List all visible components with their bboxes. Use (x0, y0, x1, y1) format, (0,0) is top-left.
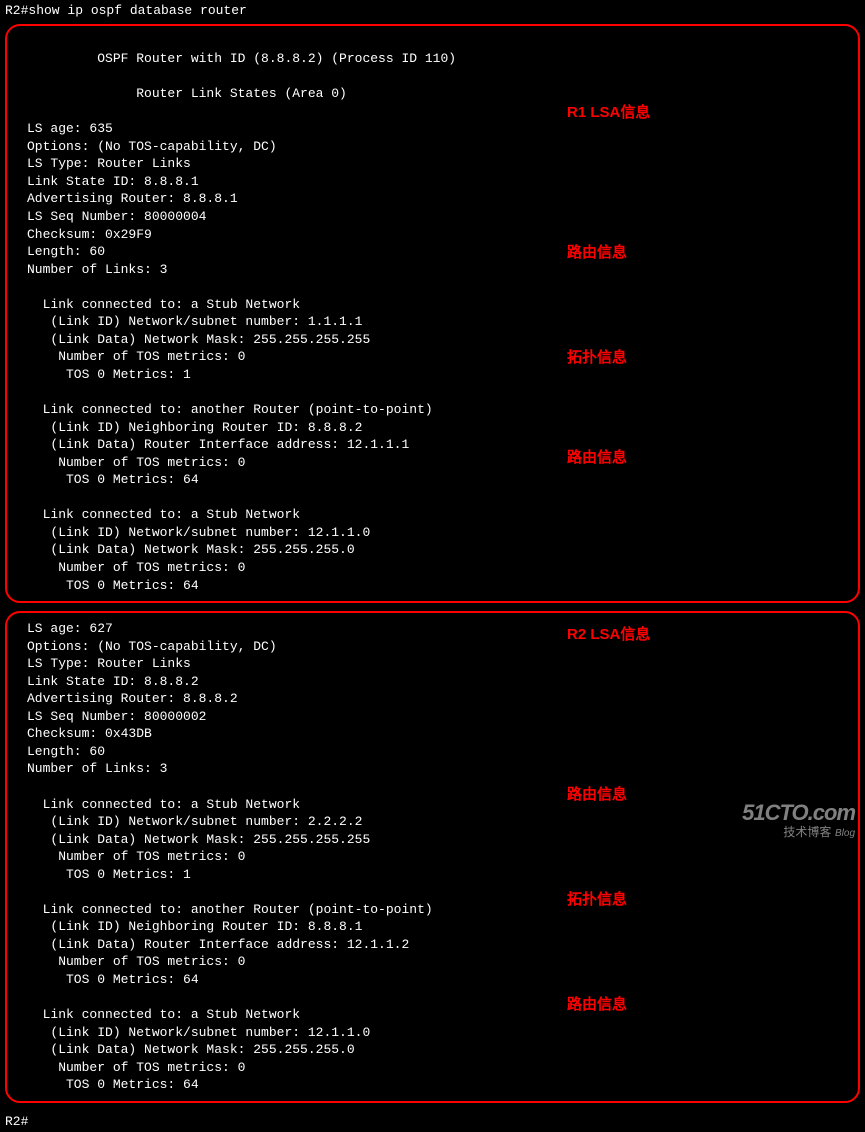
link3-data: (Link Data) Network Mask: 255.255.255.0 (27, 542, 355, 557)
link2-id-2: (Link ID) Neighboring Router ID: 8.8.8.1 (27, 919, 362, 934)
ls-length: Length: 60 (27, 244, 105, 259)
annotation-topo1: 拓扑信息 (567, 346, 627, 367)
link1-tos: Number of TOS metrics: 0 (27, 349, 245, 364)
ls-age: LS age: 635 (27, 121, 113, 136)
link3-id-2: (Link ID) Network/subnet number: 12.1.1.… (27, 1025, 370, 1040)
link3-header: Link connected to: a Stub Network (27, 507, 300, 522)
ls-age-2: LS age: 627 (27, 621, 113, 636)
link2-data-2: (Link Data) Router Interface address: 12… (27, 937, 409, 952)
link2-data: (Link Data) Router Interface address: 12… (27, 437, 409, 452)
lsa-box-r2: R2 LSA信息 路由信息 拓扑信息 路由信息 LS age: 627 Opti… (5, 611, 860, 1103)
annotation-route3: 路由信息 (567, 783, 627, 804)
ls-options-2: Options: (No TOS-capability, DC) (27, 639, 277, 654)
ospf-header: OSPF Router with ID (8.8.8.2) (Process I… (27, 51, 456, 66)
link2-header: Link connected to: another Router (point… (27, 402, 433, 417)
link3-tos: Number of TOS metrics: 0 (27, 560, 245, 575)
link2-id: (Link ID) Neighboring Router ID: 8.8.8.2 (27, 420, 362, 435)
watermark: 51CTO.com 技术博客 Blog (742, 801, 855, 839)
adv-router-2: Advertising Router: 8.8.8.2 (27, 691, 238, 706)
ls-type: LS Type: Router Links (27, 156, 191, 171)
link3-metric: TOS 0 Metrics: 64 (27, 578, 199, 593)
link1-data: (Link Data) Network Mask: 255.255.255.25… (27, 332, 370, 347)
annotation-r2-lsa: R2 LSA信息 (567, 623, 650, 644)
link2-metric-2: TOS 0 Metrics: 64 (27, 972, 199, 987)
link3-id: (Link ID) Network/subnet number: 12.1.1.… (27, 525, 370, 540)
ls-length-2: Length: 60 (27, 744, 105, 759)
terminal-output-box2: LS age: 627 Options: (No TOS-capability,… (22, 618, 858, 1096)
link1-id: (Link ID) Network/subnet number: 1.1.1.1 (27, 314, 362, 329)
ls-id-2: Link State ID: 8.8.8.2 (27, 674, 199, 689)
link2-tos: Number of TOS metrics: 0 (27, 455, 245, 470)
annotation-route2: 路由信息 (567, 446, 627, 467)
link1-header: Link connected to: a Stub Network (27, 297, 300, 312)
command-line: R2#show ip ospf database router (0, 0, 865, 22)
prompt-end[interactable]: R2# (0, 1111, 865, 1132)
watermark-sub: 技术博客 (783, 825, 831, 839)
link2-metric: TOS 0 Metrics: 64 (27, 472, 199, 487)
watermark-brand: 51CTO.com (742, 801, 855, 825)
annotation-r1-lsa: R1 LSA信息 (567, 101, 650, 122)
ls-type-2: LS Type: Router Links (27, 656, 191, 671)
annotation-topo2: 拓扑信息 (567, 888, 627, 909)
link3-header-2: Link connected to: a Stub Network (27, 1007, 300, 1022)
link2-tos-2: Number of TOS metrics: 0 (27, 954, 245, 969)
terminal-output-box1: OSPF Router with ID (8.8.8.2) (Process I… (22, 31, 858, 597)
ls-checksum: Checksum: 0x29F9 (27, 227, 152, 242)
link3-tos-2: Number of TOS metrics: 0 (27, 1060, 245, 1075)
link1-id-2: (Link ID) Network/subnet number: 2.2.2.2 (27, 814, 362, 829)
ls-checksum-2: Checksum: 0x43DB (27, 726, 152, 741)
link1-tos-2: Number of TOS metrics: 0 (27, 849, 245, 864)
ls-seq-2: LS Seq Number: 80000002 (27, 709, 206, 724)
annotation-route1: 路由信息 (567, 241, 627, 262)
link3-metric-2: TOS 0 Metrics: 64 (27, 1077, 199, 1092)
link1-data-2: (Link Data) Network Mask: 255.255.255.25… (27, 832, 370, 847)
link1-header-2: Link connected to: a Stub Network (27, 797, 300, 812)
lsa-box-r1: R1 LSA信息 路由信息 拓扑信息 路由信息 OSPF Router with… (5, 24, 860, 604)
area-header: Router Link States (Area 0) (27, 86, 347, 101)
watermark-blog: Blog (835, 828, 855, 839)
link1-metric-2: TOS 0 Metrics: 1 (27, 867, 191, 882)
ls-id: Link State ID: 8.8.8.1 (27, 174, 199, 189)
num-links-2: Number of Links: 3 (27, 761, 167, 776)
link2-header-2: Link connected to: another Router (point… (27, 902, 433, 917)
num-links: Number of Links: 3 (27, 262, 167, 277)
link1-metric: TOS 0 Metrics: 1 (27, 367, 191, 382)
link3-data-2: (Link Data) Network Mask: 255.255.255.0 (27, 1042, 355, 1057)
annotation-route4: 路由信息 (567, 993, 627, 1014)
ls-seq: LS Seq Number: 80000004 (27, 209, 206, 224)
ls-options: Options: (No TOS-capability, DC) (27, 139, 277, 154)
adv-router: Advertising Router: 8.8.8.1 (27, 191, 238, 206)
